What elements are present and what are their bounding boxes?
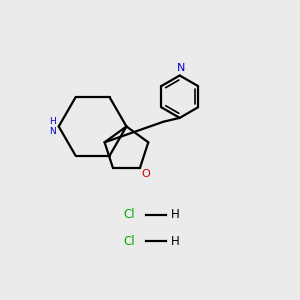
Text: H
N: H N	[49, 117, 56, 136]
Text: H: H	[171, 235, 179, 248]
Text: O: O	[141, 169, 150, 179]
Text: H: H	[171, 208, 179, 221]
Text: N: N	[177, 62, 185, 73]
Text: Cl: Cl	[124, 208, 135, 221]
Text: Cl: Cl	[124, 235, 135, 248]
